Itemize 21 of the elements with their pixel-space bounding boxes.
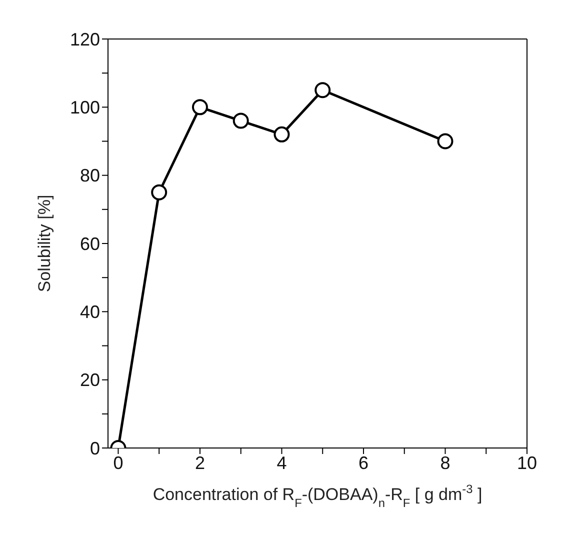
text: Concentration of R$_{F}$-(DOBAA)$_{n}$-R$_{F}$ [ g dm$^{-3}$ ] <box>152 482 482 510</box>
point <box>274 126 290 142</box>
x-tick-label: 8 <box>440 452 450 473</box>
x-tick-label: 0 <box>113 452 124 473</box>
point <box>151 184 168 200</box>
y-tick-label: 60 <box>80 234 100 254</box>
x-tick-label: 10 <box>516 452 538 473</box>
x-tick-label: 2 <box>194 452 205 473</box>
y-tick-label: 120 <box>70 29 100 50</box>
x-tick-label: 6 <box>358 452 368 473</box>
y-axis-title: Solubility [%] <box>35 194 54 292</box>
point <box>314 82 331 98</box>
y-tick-label: 40 <box>80 302 100 322</box>
y-tick-label: 20 <box>80 370 100 390</box>
point <box>192 99 208 116</box>
y-tick-label: 0 <box>90 438 100 458</box>
point <box>232 112 249 129</box>
y-tick-label: 100 <box>70 98 100 118</box>
x-tick-label: 4 <box>276 452 287 473</box>
point <box>437 133 454 150</box>
y-tick-label: 80 <box>80 166 100 186</box>
